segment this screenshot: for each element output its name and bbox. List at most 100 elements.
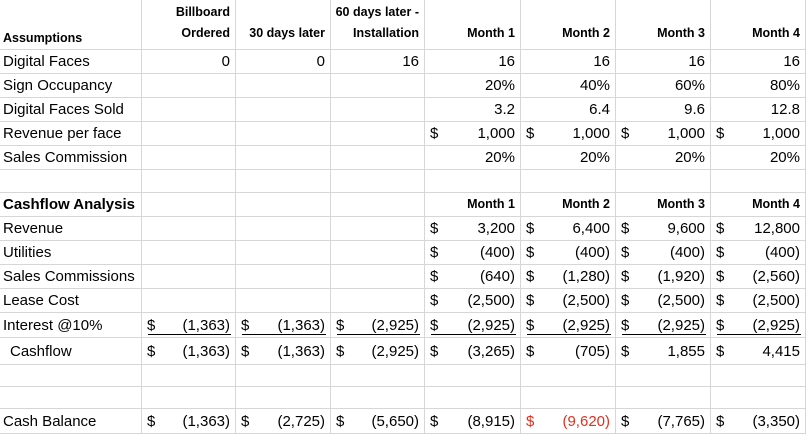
value: 20% <box>484 77 515 94</box>
currency-sign: $ <box>526 292 535 309</box>
cell <box>711 365 806 387</box>
currency-cell: $12,800 <box>711 217 806 241</box>
currency-sign: $ <box>430 342 439 360</box>
currency-sign: $ <box>621 316 630 334</box>
row-label: Utilities <box>0 241 142 265</box>
amount: (1,363) <box>182 342 230 360</box>
amount: (1,920) <box>657 268 705 285</box>
row-label: Cash Balance <box>0 409 142 434</box>
amount: (8,915) <box>467 412 515 430</box>
value: 16 <box>402 53 419 70</box>
currency-sign: $ <box>526 412 535 430</box>
cell <box>142 122 236 146</box>
label-text: Revenue per face <box>3 125 122 142</box>
currency-sign: $ <box>147 316 156 334</box>
header-line: Month 2 <box>562 26 610 40</box>
cell <box>142 289 236 313</box>
cell <box>331 265 425 289</box>
underline <box>431 334 516 335</box>
row-label: Digital Faces <box>0 50 142 74</box>
currency-cell: $1,855 <box>616 338 711 365</box>
value: 0 <box>316 53 325 70</box>
amount: (1,363) <box>277 316 325 334</box>
cell <box>236 170 331 193</box>
value: 20% <box>769 149 800 166</box>
amount: 4,415 <box>762 342 800 360</box>
currency-sign: $ <box>526 268 535 285</box>
amount: 9,600 <box>667 220 705 237</box>
value: 20% <box>674 149 705 166</box>
currency-sign: $ <box>621 268 630 285</box>
cell <box>142 193 236 217</box>
header-line: Month 1 <box>467 197 515 211</box>
currency-sign: $ <box>336 412 345 430</box>
column-header: Month 4 <box>711 0 806 50</box>
cell <box>331 365 425 387</box>
currency-cell: $ (7,765) <box>616 409 711 434</box>
cell <box>236 387 331 409</box>
currency-cell: $ (3,265) <box>425 338 521 365</box>
column-header: 60 days later - Installation <box>331 0 425 50</box>
value: 16 <box>593 53 610 70</box>
label-text: Lease Cost <box>3 292 79 309</box>
currency-sign: $ <box>147 342 156 360</box>
amount: (2,560) <box>752 268 800 285</box>
currency-sign: $ <box>430 316 439 334</box>
cell: 12.8 <box>711 98 806 122</box>
value: 3.2 <box>494 101 515 118</box>
amount: (2,925) <box>371 342 419 360</box>
currency-cell: $ (5,650) <box>331 409 425 434</box>
amount: (3,350) <box>752 412 800 430</box>
cell <box>425 387 521 409</box>
label-text: Sales Commissions <box>3 268 135 285</box>
currency-cell: $ (400) <box>521 241 616 265</box>
amount: (2,500) <box>467 292 515 309</box>
cell <box>331 74 425 98</box>
currency-sign: $ <box>716 412 725 430</box>
cell <box>236 217 331 241</box>
amount: (5,650) <box>371 412 419 430</box>
cell <box>331 170 425 193</box>
row-label: Sign Occupancy <box>0 74 142 98</box>
cell <box>616 365 711 387</box>
header-line: Month 3 <box>657 26 705 40</box>
value: 16 <box>783 53 800 70</box>
currency-cell: $3,200 <box>425 217 521 241</box>
currency-cell: $1,000 <box>616 122 711 146</box>
row-label: Revenue <box>0 217 142 241</box>
amount: (2,925) <box>562 316 610 334</box>
cell <box>616 387 711 409</box>
amount: 12,800 <box>754 220 800 237</box>
currency-cell: $9,600 <box>616 217 711 241</box>
value: 6.4 <box>589 101 610 118</box>
value: 9.6 <box>684 101 705 118</box>
currency-sign: $ <box>716 244 725 261</box>
cell <box>425 365 521 387</box>
currency-sign: $ <box>621 412 630 430</box>
cell: 16 <box>331 50 425 74</box>
cell <box>331 241 425 265</box>
amount: 1,855 <box>667 342 705 360</box>
currency-sign: $ <box>526 316 535 334</box>
header-line: Month 1 <box>467 26 515 40</box>
currency-cell: $ (640) <box>425 265 521 289</box>
amount: (2,925) <box>752 316 800 334</box>
cell <box>331 289 425 313</box>
amount: (3,265) <box>467 342 515 360</box>
currency-cell: $ (400) <box>616 241 711 265</box>
currency-cell: $ (2,925) <box>711 313 806 338</box>
amount: (2,925) <box>657 316 705 334</box>
amount: (2,500) <box>752 292 800 309</box>
currency-cell: $ (400) <box>711 241 806 265</box>
cell: 0 <box>142 50 236 74</box>
cell <box>236 365 331 387</box>
row-label: Cashflow <box>0 338 142 365</box>
value: 20% <box>579 149 610 166</box>
underline <box>148 334 231 335</box>
currency-sign: $ <box>241 342 250 360</box>
currency-sign: $ <box>621 220 630 237</box>
amount: 1,000 <box>477 125 515 142</box>
row-label: Digital Faces Sold <box>0 98 142 122</box>
currency-sign: $ <box>526 342 535 360</box>
value: 16 <box>688 53 705 70</box>
